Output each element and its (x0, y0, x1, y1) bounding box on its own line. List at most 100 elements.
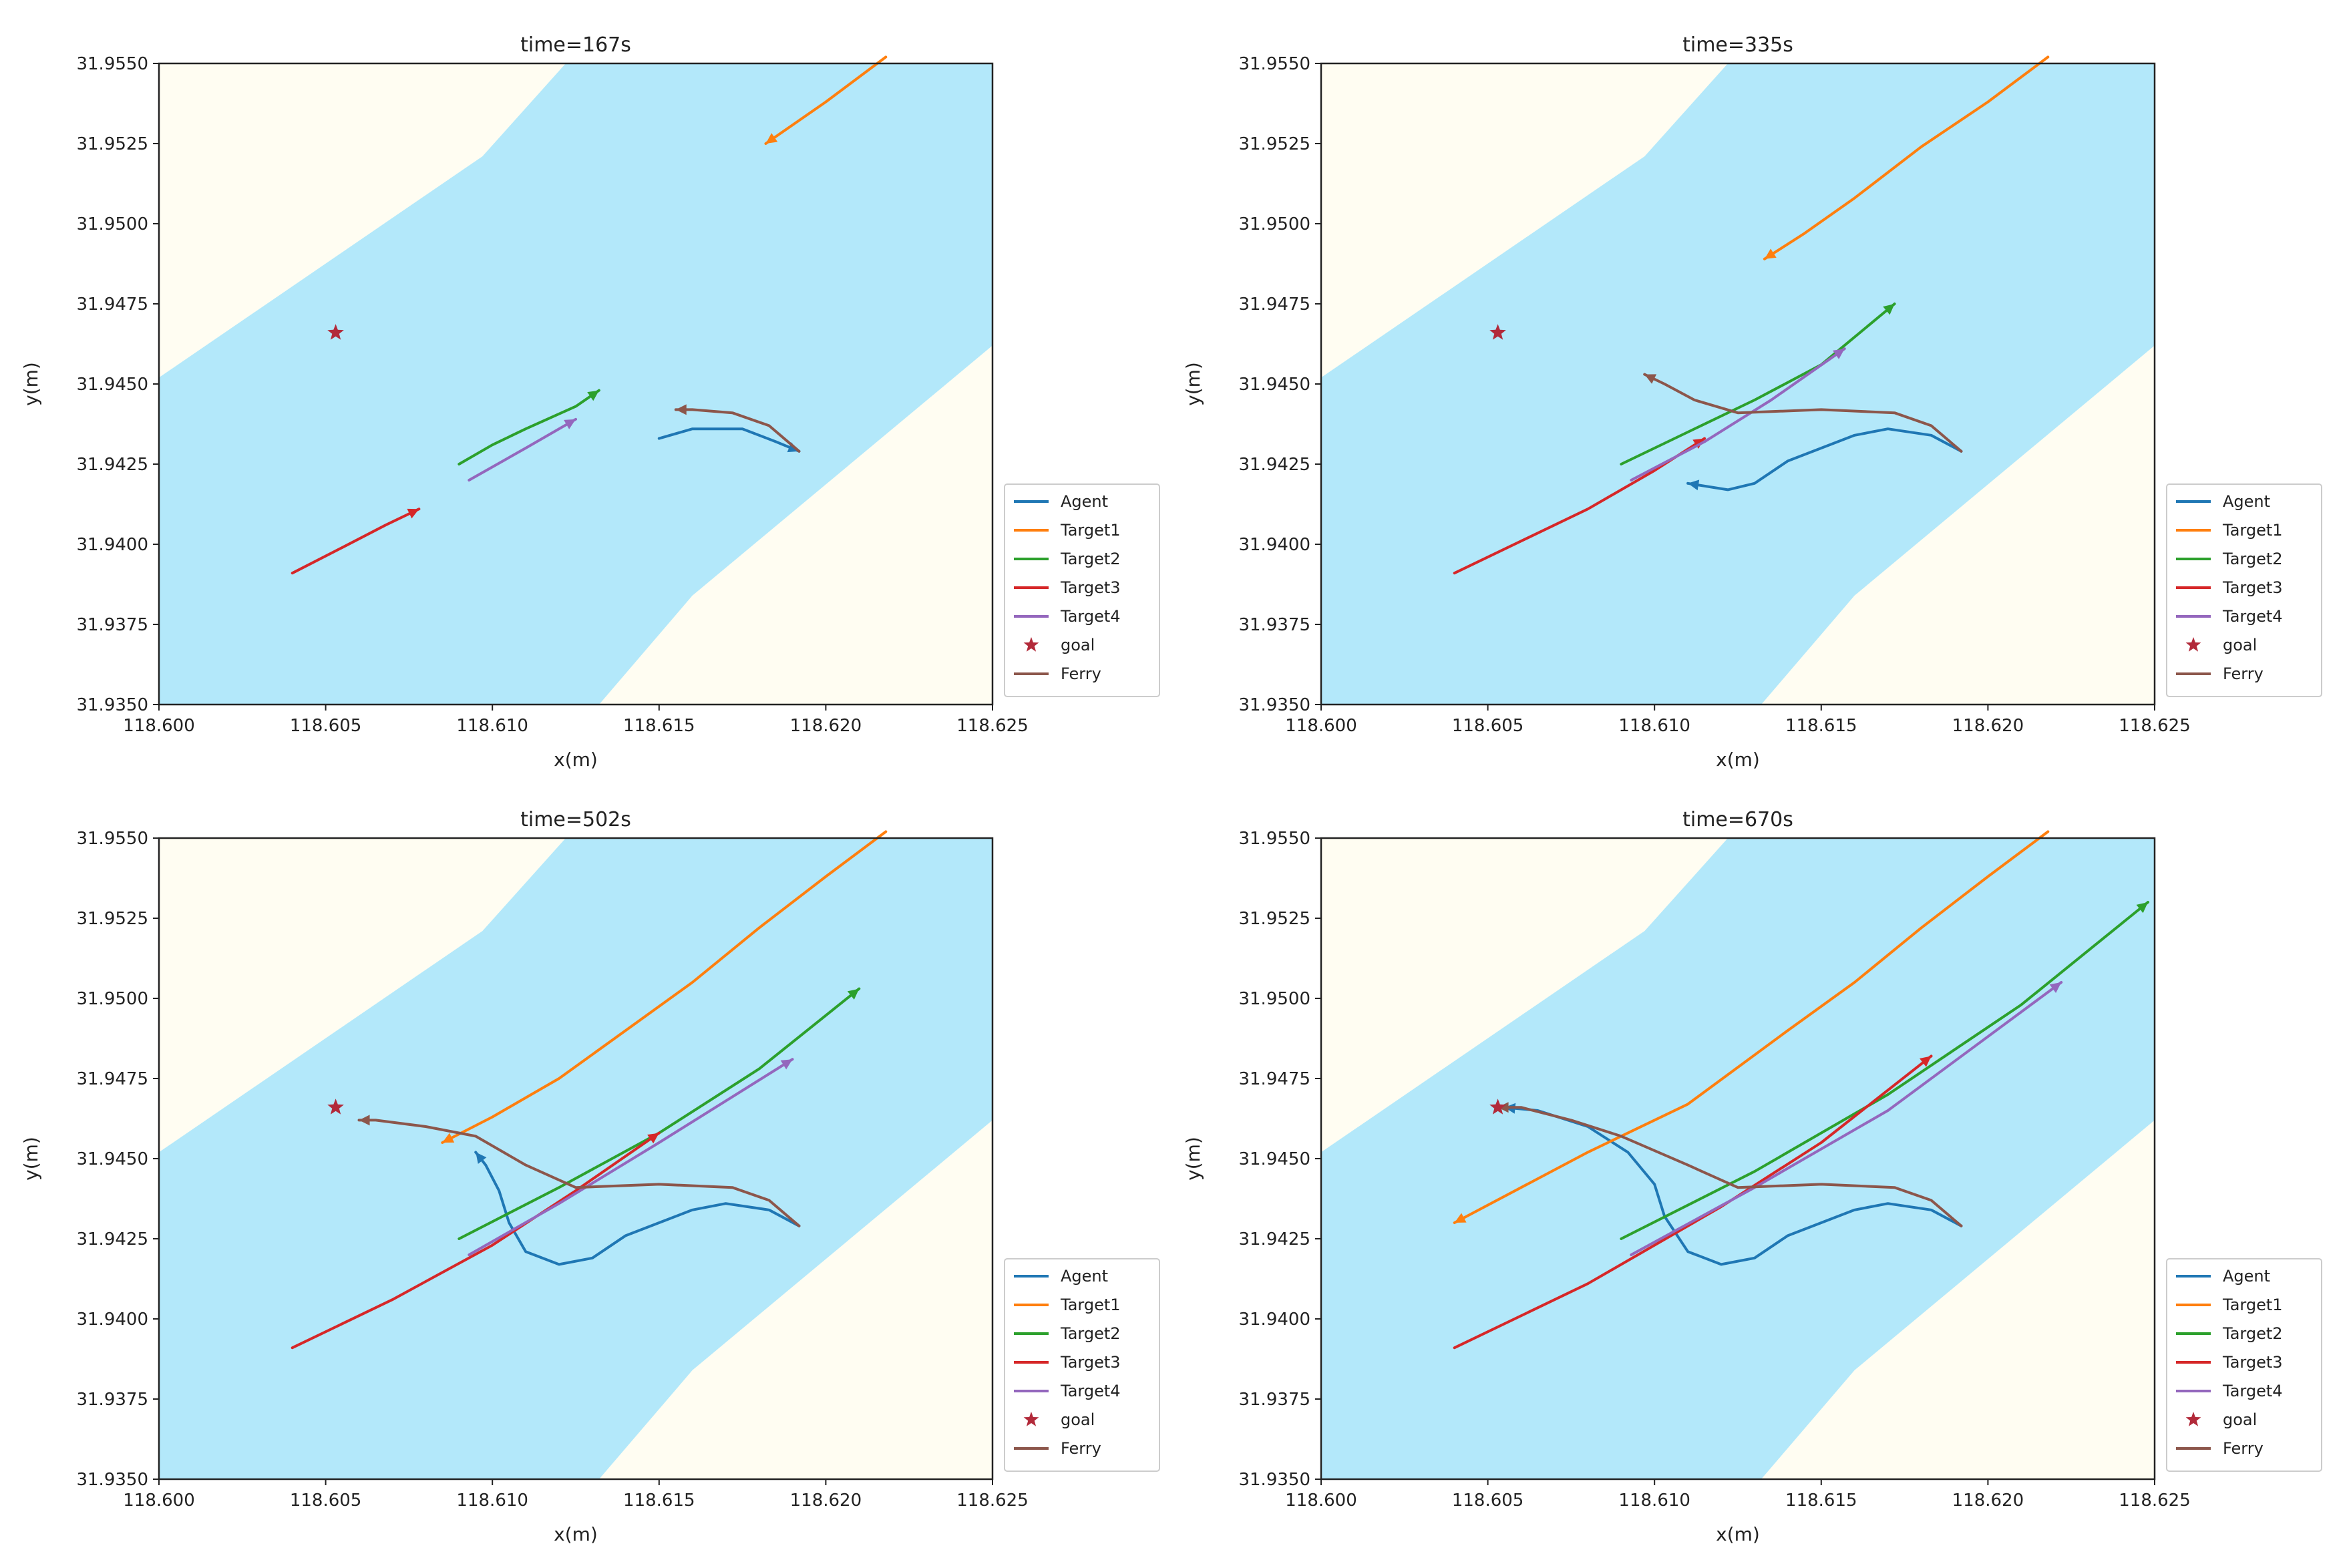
arrowhead-target4 (2049, 982, 2062, 993)
series-line-target1 (764, 55, 888, 145)
legend-label-target3: Target3 (2222, 1353, 2283, 1372)
x-tick-label: 118.610 (1618, 1491, 1690, 1511)
legend-label-agent: Agent (2223, 492, 2270, 511)
legend-label-target1: Target1 (1060, 521, 1121, 540)
arrowhead-target4 (1833, 349, 1845, 359)
legend-marker-goal (2185, 637, 2201, 652)
legend-box (2166, 1258, 2322, 1472)
legend-label-ferry: Ferry (1061, 664, 1101, 683)
water-area (1321, 838, 2155, 1479)
y-tick-label: 31.9500 (1238, 989, 1310, 1009)
series-line-target4 (468, 1058, 794, 1256)
series-line-target2 (1620, 303, 1896, 465)
subplot-2: time=335s 118.600 118.605 118.610 118.615 118… (1182, 33, 2322, 771)
x-axis-label: x(m) (1716, 749, 1760, 771)
x-tick-label: 118.600 (123, 1491, 195, 1511)
y-tick-label: 31.9400 (76, 535, 148, 555)
arrowhead-ferry (1644, 374, 1657, 384)
series-line-target2 (1620, 901, 2149, 1240)
y-axis-label: y(m) (20, 1137, 42, 1181)
legend-label-target2: Target2 (2222, 550, 2283, 568)
arrowhead-target1 (1454, 1213, 1467, 1223)
series-line-ferry (357, 1119, 801, 1227)
series-line-target2 (458, 389, 600, 465)
x-tick-label: 118.610 (456, 1491, 528, 1511)
series-line-target4 (1630, 981, 2063, 1256)
legend-label-target1: Target1 (1060, 1296, 1121, 1314)
y-tick-label: 31.9500 (1238, 214, 1310, 234)
series-line-target1 (1763, 55, 2050, 260)
x-axis-label: x(m) (1716, 1523, 1760, 1545)
y-tick-label: 31.9525 (1238, 909, 1310, 929)
legend-label-target1: Target1 (2222, 521, 2283, 540)
y-tick-label: 31.9350 (1238, 695, 1310, 715)
series-line-target3 (291, 1131, 661, 1350)
legend-label-target2: Target2 (1060, 550, 1121, 568)
y-tick-label: 31.9475 (1238, 1069, 1310, 1089)
legend-marker-goal (2185, 1412, 2201, 1426)
legend-label-goal: goal (1061, 636, 1095, 654)
series-line-agent (657, 427, 801, 453)
subplot-1: time=167s 118.600 118.605 118.610 118.615 118… (20, 33, 1160, 771)
x-tick-label: 118.620 (790, 1491, 862, 1511)
x-tick-label: 118.615 (1785, 1491, 1857, 1511)
y-axis-label: y(m) (1182, 1137, 1204, 1181)
y-tick-label: 31.9350 (76, 1470, 148, 1490)
series-line-agent (474, 1151, 801, 1266)
y-tick-label: 31.9425 (1238, 1229, 1310, 1249)
series-line-target3 (291, 508, 421, 575)
legend-label-target4: Target4 (2222, 607, 2283, 626)
goal-marker (1489, 1099, 1506, 1115)
y-tick-label: 31.9550 (76, 829, 148, 849)
series-line-target4 (1630, 347, 1846, 481)
y-tick-label: 31.9400 (1238, 535, 1310, 555)
arrowhead-target1 (765, 133, 778, 144)
x-tick-label: 118.600 (1285, 1491, 1357, 1511)
arrowhead-target2 (1883, 304, 1895, 315)
y-tick-label: 31.9500 (76, 214, 148, 234)
arrowhead-target2 (2136, 902, 2149, 914)
y-tick-label: 31.9525 (76, 909, 148, 929)
legend-label-target4: Target4 (1060, 607, 1121, 626)
x-tick-label: 118.615 (1785, 716, 1857, 736)
x-tick-label: 118.610 (456, 716, 528, 736)
x-tick-label: 118.625 (956, 1491, 1029, 1511)
y-tick-label: 31.9450 (76, 375, 148, 395)
chart-title: time=335s (1682, 33, 1793, 57)
legend-label-target4: Target4 (2222, 1382, 2283, 1400)
y-tick-label: 31.9525 (76, 134, 148, 154)
x-tick-label: 118.625 (2119, 1491, 2191, 1511)
legend: Agent Target1 Target2 Target3 Target4 goal Fer… (2166, 1258, 2322, 1472)
y-tick-label: 31.9450 (1238, 375, 1310, 395)
chart-title: time=502s (520, 808, 631, 831)
y-tick-label: 31.9450 (1238, 1149, 1310, 1169)
arrowhead-target3 (407, 508, 419, 519)
y-tick-label: 31.9375 (76, 1390, 148, 1410)
subplot-4: time=670s 118.600 118.605 118.610 118.615 118… (1182, 808, 2322, 1545)
legend-box (2166, 483, 2322, 697)
y-tick-label: 31.9500 (76, 989, 148, 1009)
arrowhead-ferry (675, 404, 687, 415)
arrowhead-agent (1688, 479, 1700, 491)
chart-title: time=167s (520, 33, 631, 57)
arrowhead-target1 (442, 1133, 455, 1143)
legend-marker-goal (1023, 1412, 1039, 1426)
y-tick-label: 31.9350 (76, 695, 148, 715)
water-area (159, 838, 992, 1479)
arrowhead-agent (476, 1152, 487, 1164)
arrowhead-target3 (1920, 1056, 1932, 1067)
goal-marker (327, 324, 344, 340)
x-tick-label: 118.605 (290, 716, 362, 736)
y-axis-label: y(m) (20, 362, 42, 406)
legend-box (1004, 1258, 1160, 1472)
water-area (1321, 63, 2155, 705)
x-tick-label: 118.625 (2119, 716, 2191, 736)
x-tick-label: 118.605 (290, 1491, 362, 1511)
x-tick-label: 118.625 (956, 716, 1029, 736)
legend-label-target3: Target3 (1060, 578, 1121, 597)
subplot-3: time=502s 118.600 118.605 118.610 118.615 118… (20, 808, 1160, 1545)
series-line-target1 (1453, 830, 2050, 1224)
arrowhead-ferry (359, 1115, 370, 1126)
legend-label-ferry: Ferry (2223, 1439, 2264, 1458)
legend-label-agent: Agent (1061, 1267, 1108, 1286)
